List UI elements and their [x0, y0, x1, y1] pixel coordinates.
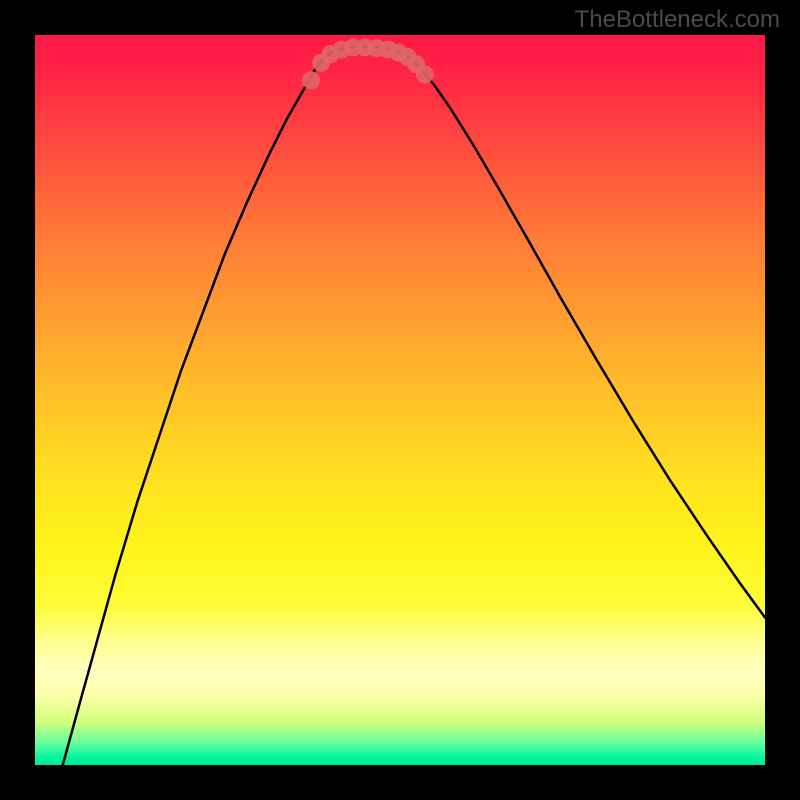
plot-area — [35, 35, 765, 765]
curve-markers — [302, 38, 434, 89]
bottleneck-curve — [63, 47, 765, 765]
curve-marker — [416, 65, 434, 83]
watermark-text: TheBottleneck.com — [575, 6, 780, 34]
curve-marker — [302, 71, 320, 89]
chart-svg — [35, 35, 765, 765]
stage: TheBottleneck.com — [0, 0, 800, 800]
